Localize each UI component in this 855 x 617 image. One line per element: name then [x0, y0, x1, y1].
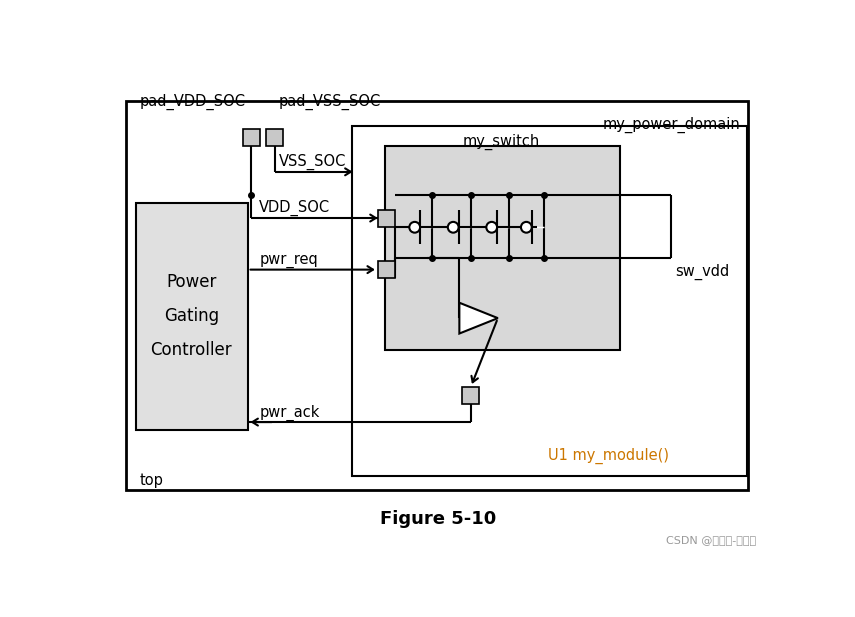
Circle shape [448, 222, 458, 233]
Bar [378, 210, 395, 226]
Bar [243, 129, 260, 146]
Text: VDD_SOC: VDD_SOC [259, 201, 330, 217]
Text: CSDN @在路上-正出发: CSDN @在路上-正出发 [666, 536, 756, 545]
Circle shape [521, 222, 532, 233]
Bar [126, 101, 748, 490]
Text: U1 my_module(): U1 my_module() [548, 448, 669, 465]
Text: VSS_SOC: VSS_SOC [279, 154, 345, 170]
Text: pad_VDD_SOC: pad_VDD_SOC [140, 94, 246, 110]
Circle shape [410, 222, 420, 233]
Text: Power: Power [166, 273, 216, 291]
Bar [463, 387, 480, 404]
Polygon shape [459, 303, 498, 334]
Text: Gating: Gating [164, 307, 219, 325]
Text: pwr_ack: pwr_ack [259, 404, 320, 421]
Bar [351, 126, 746, 476]
Text: sw_vdd: sw_vdd [675, 264, 729, 280]
Bar [136, 202, 248, 430]
Text: pwr_req: pwr_req [259, 253, 318, 268]
Bar [385, 146, 620, 350]
Text: my_power_domain: my_power_domain [603, 117, 740, 133]
Text: pad_VSS_SOC: pad_VSS_SOC [279, 94, 380, 110]
Text: my_switch: my_switch [463, 134, 540, 151]
Text: Controller: Controller [150, 341, 233, 359]
Circle shape [486, 222, 497, 233]
Bar [266, 129, 283, 146]
Text: top: top [140, 473, 163, 487]
Text: Figure 5-10: Figure 5-10 [380, 510, 496, 528]
Bar [378, 261, 395, 278]
